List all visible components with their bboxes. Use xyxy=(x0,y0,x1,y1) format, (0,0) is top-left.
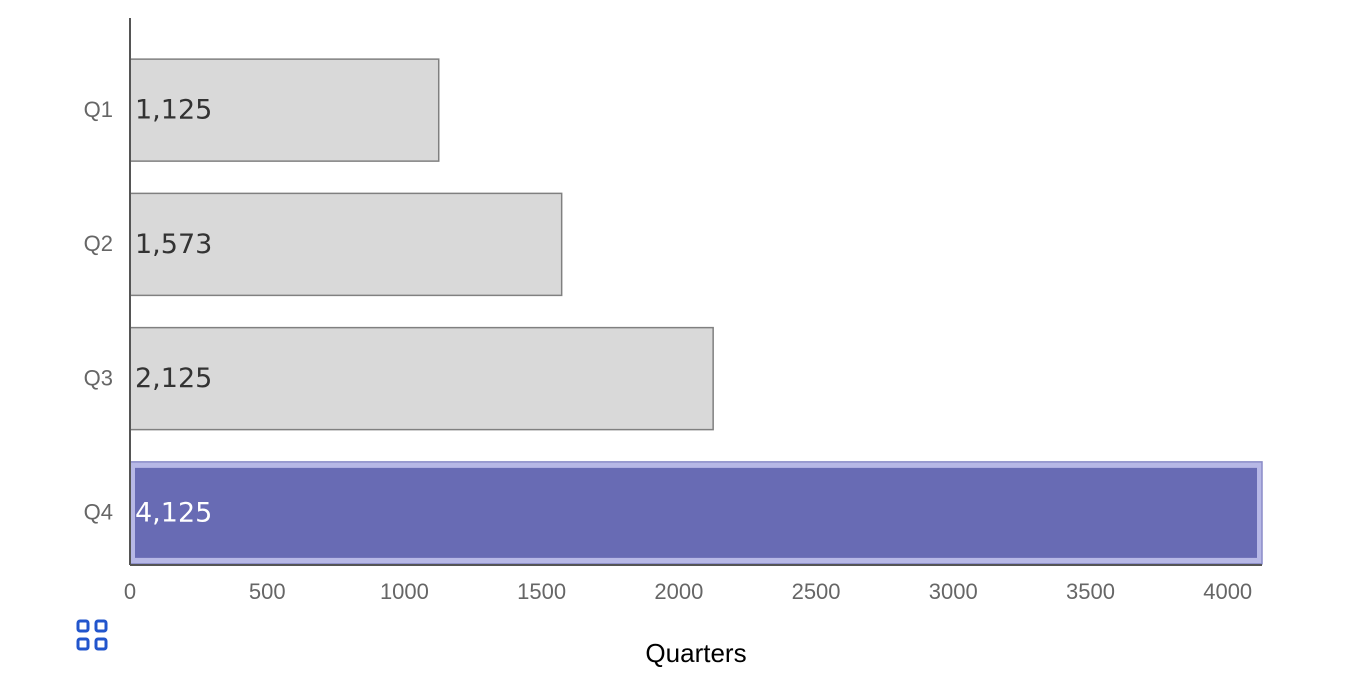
menu-icon[interactable] xyxy=(76,619,108,651)
x-tick-label: 4000 xyxy=(1203,579,1252,604)
x-tick-label: 2500 xyxy=(792,579,841,604)
bar xyxy=(129,58,440,162)
icon-square xyxy=(76,637,90,651)
value-label: 4,125 xyxy=(135,497,212,528)
icon-square xyxy=(94,637,108,651)
icon-square xyxy=(94,619,108,633)
x-tick-label: 3500 xyxy=(1066,579,1115,604)
x-tick-label: 1500 xyxy=(517,579,566,604)
x-tick-label: 500 xyxy=(249,579,286,604)
x-tick-label: 3000 xyxy=(929,579,978,604)
y-tick-label: Q4 xyxy=(84,500,113,525)
bar xyxy=(129,326,714,431)
x-tick-label: 0 xyxy=(124,579,136,604)
x-axis-title: Quarters xyxy=(645,638,746,668)
y-tick-label: Q3 xyxy=(84,365,113,390)
value-label: 1,573 xyxy=(135,229,212,260)
value-label: 1,125 xyxy=(135,95,212,126)
y-tick-label: Q1 xyxy=(84,97,113,122)
bar xyxy=(135,467,1257,558)
value-label: 2,125 xyxy=(135,363,212,394)
bar xyxy=(129,192,563,297)
x-tick-label: 2000 xyxy=(654,579,703,604)
icon-square xyxy=(76,619,90,633)
y-tick-label: Q2 xyxy=(84,231,113,256)
x-tick-label: 1000 xyxy=(380,579,429,604)
